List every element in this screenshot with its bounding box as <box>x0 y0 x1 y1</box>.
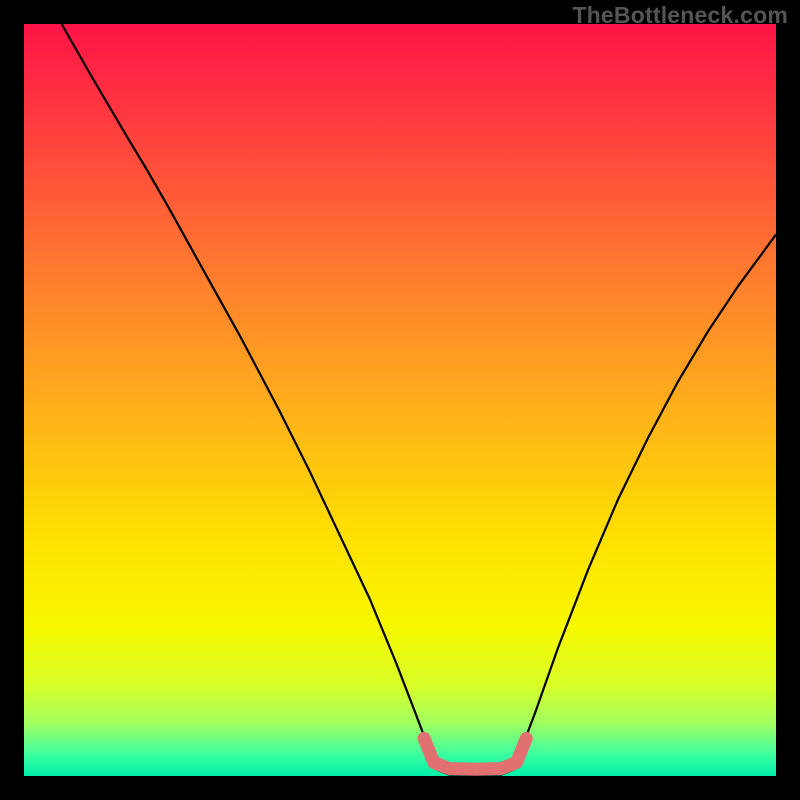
attribution-label: TheBottleneck.com <box>572 2 788 29</box>
chart-svg <box>24 24 776 776</box>
gradient-background <box>24 24 776 776</box>
plot-area <box>24 24 776 776</box>
